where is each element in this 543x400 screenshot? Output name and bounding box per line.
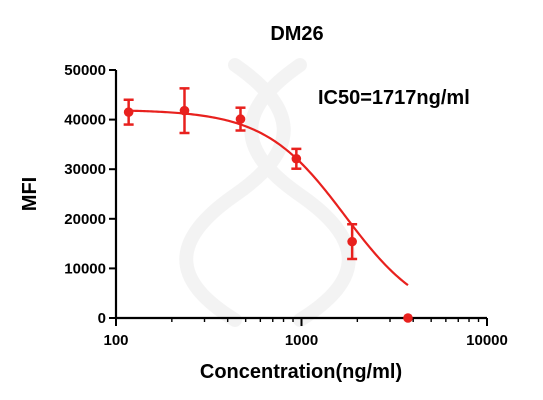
y-tick-label: 50000 [64,62,106,79]
y-tick-label: 10000 [64,260,106,277]
data-points [123,105,413,323]
ic50-annotation: IC50=1717ng/ml [318,87,470,109]
y-tick-label: 30000 [64,161,106,178]
data-point [403,313,413,323]
x-tick-label: 100 [103,332,128,349]
y-tick-label: 40000 [64,112,106,129]
x-tick-label: 1000 [285,332,318,349]
y-axis-label: MFI [19,177,41,211]
fit-curve [128,109,409,287]
y-tick-label: 20000 [64,211,106,228]
x-tick-label: 10000 [466,332,508,349]
data-point [123,107,134,117]
chart-title: DM26 [270,23,323,45]
ticks [109,69,488,326]
error-bars [123,87,358,261]
data-point [291,153,302,164]
data-point [347,236,357,247]
tick-labels: 0 10000 20000 30000 40000 50000 100 1000 10000 [64,62,508,349]
y-tick-label: 0 [98,310,106,327]
x-axis-label: Concentration(ng/ml) [200,361,402,383]
data-point [179,105,190,116]
dna-watermark [179,58,356,327]
data-point [235,114,246,124]
